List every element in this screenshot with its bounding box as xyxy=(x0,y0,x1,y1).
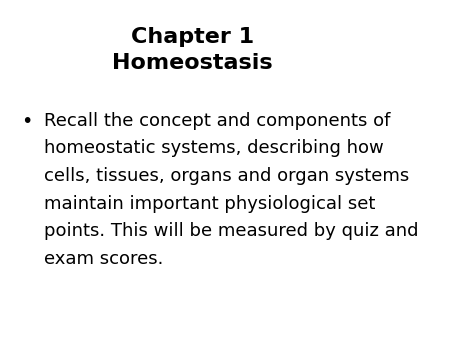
Text: cells, tissues, organs and organ systems: cells, tissues, organs and organ systems xyxy=(44,167,410,185)
Text: maintain important physiological set: maintain important physiological set xyxy=(44,195,376,213)
Text: Recall the concept and components of: Recall the concept and components of xyxy=(44,112,391,129)
Text: homeostatic systems, describing how: homeostatic systems, describing how xyxy=(44,139,384,157)
Text: points. This will be measured by quiz and: points. This will be measured by quiz an… xyxy=(44,222,419,240)
Text: •: • xyxy=(21,112,32,130)
Text: Chapter 1
Homeostasis: Chapter 1 Homeostasis xyxy=(112,27,272,73)
Text: exam scores.: exam scores. xyxy=(44,250,163,268)
